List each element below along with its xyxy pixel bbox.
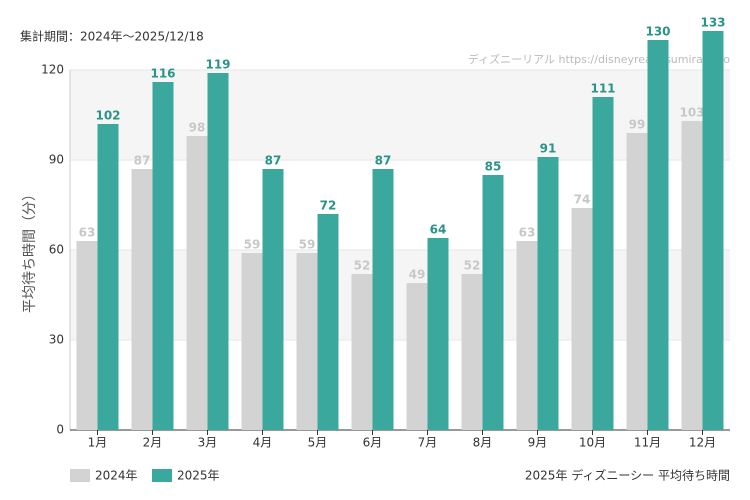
value-label: 85 [485,160,502,174]
value-label: 116 [150,67,175,81]
bar [702,31,724,430]
value-label: 64 [430,223,447,237]
bar [626,133,648,430]
y-tick-label: 90 [49,153,64,167]
value-label: 59 [299,238,316,252]
bar [152,82,174,430]
bar [131,169,153,430]
legend-label: 2025年 [177,469,220,483]
bar [571,208,593,430]
x-tick-label: 10月 [579,436,606,450]
bar [317,214,339,430]
value-label: 87 [265,154,282,168]
value-label: 130 [645,25,670,39]
x-tick-label: 5月 [308,436,328,450]
value-label: 63 [79,226,96,240]
footer-title: 2025年 ディズニーシー 平均待ち時間 [525,468,730,483]
legend-swatch [152,469,172,482]
y-tick-label: 30 [49,333,64,347]
x-tick-label: 3月 [198,436,218,450]
value-label: 59 [244,238,261,252]
bar [537,157,559,430]
value-label: 87 [375,154,392,168]
y-tick-label: 0 [56,423,64,437]
bar [241,253,263,430]
bar [97,124,119,430]
value-label: 87 [134,154,151,168]
value-label: 72 [320,199,337,213]
bar [296,253,318,430]
x-tick-label: 11月 [634,436,661,450]
value-label: 91 [540,142,557,156]
value-label: 52 [464,259,481,273]
bar [262,169,284,430]
x-tick-label: 1月 [88,436,108,450]
value-label: 49 [409,268,426,282]
bar [461,274,483,430]
bar [76,241,98,430]
grid-band [70,70,730,160]
subtitle: 集計期間：2024年～2025/12/18 [20,29,204,44]
value-label: 102 [95,109,120,123]
legend-swatch [70,469,90,482]
y-axis-title: 平均待ち時間（分） [22,187,38,313]
x-tick-label: 8月 [473,436,493,450]
bar [351,274,373,430]
x-tick-label: 4月 [253,436,273,450]
bar [516,241,538,430]
x-tick-label: 9月 [528,436,548,450]
y-tick-label: 60 [49,243,64,257]
value-label: 103 [679,106,704,120]
x-tick-label: 7月 [418,436,438,450]
bar [406,283,428,430]
bar [482,175,504,430]
bar [207,73,229,430]
bar [681,121,703,430]
value-label: 111 [590,82,615,96]
value-label: 74 [574,193,591,207]
bar [592,97,614,430]
bar [427,238,449,430]
value-label: 52 [354,259,371,273]
watermark: ディズニーリアル https://disneyreal.asumirai.inf… [468,52,730,66]
value-label: 98 [189,121,206,135]
legend-label: 2024年 [95,469,138,483]
value-label: 99 [629,118,646,132]
bar [372,169,394,430]
value-label: 119 [205,58,230,72]
x-tick-label: 12月 [689,436,716,450]
value-label: 133 [700,16,725,30]
x-tick-label: 2月 [143,436,163,450]
value-label: 63 [519,226,536,240]
bar [647,40,669,430]
x-tick-label: 6月 [363,436,383,450]
bar [186,136,208,430]
y-tick-label: 120 [41,63,64,77]
grid-band [70,250,730,340]
